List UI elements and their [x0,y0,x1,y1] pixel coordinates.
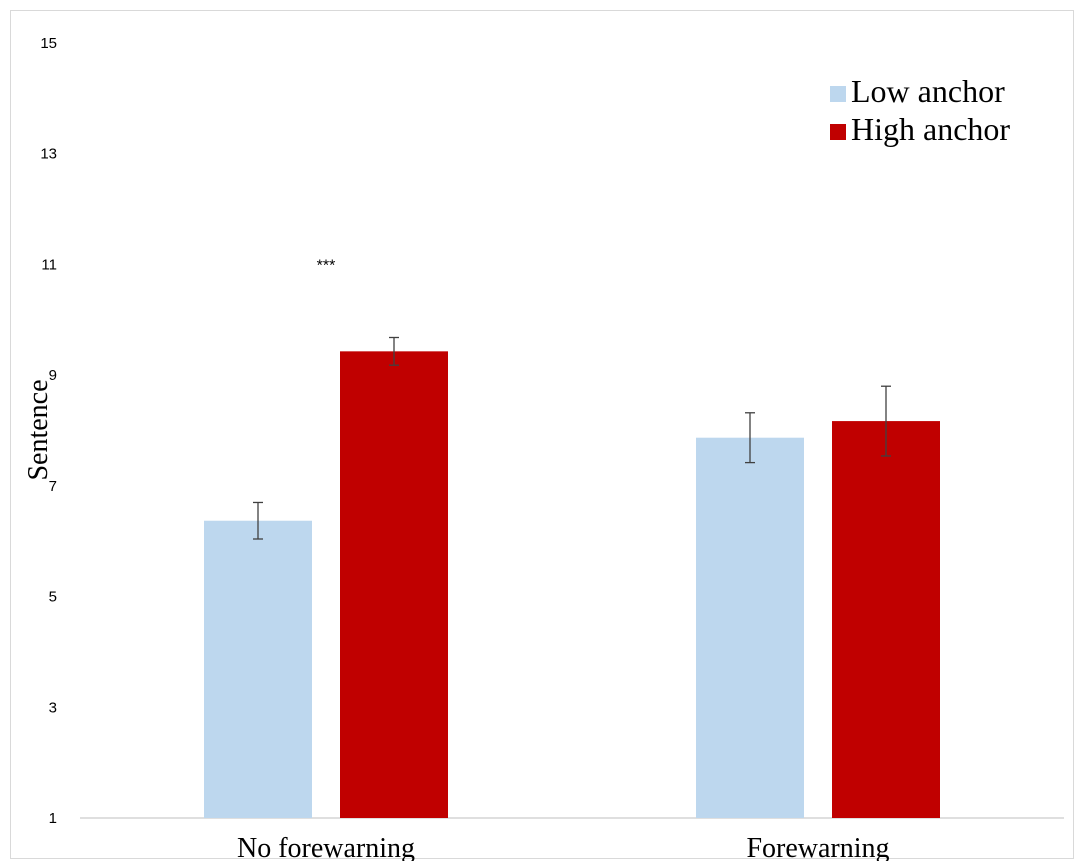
significance-annotation: *** [317,257,336,274]
y-tick-label: 9 [49,367,57,384]
y-tick-label: 15 [40,35,57,52]
y-tick-label: 3 [49,699,57,716]
y-tick-label: 13 [40,146,57,163]
legend-label: Low anchor [851,73,1005,109]
bar-high-anchor [340,351,448,818]
bars [204,351,940,818]
x-category-label: No forewarning [237,833,415,861]
x-category-label: Forewarning [746,833,889,861]
y-axis-title: Sentence [23,379,54,480]
y-tick-label: 1 [49,810,57,827]
y-tick-label: 11 [41,256,57,273]
y-tick-label: 7 [49,478,57,495]
legend-swatch-high-anchor [830,124,846,140]
legend-swatch-low-anchor [830,86,846,102]
x-axis-categories: No forewarning Forewarning [237,833,890,861]
error-bars [253,336,891,540]
bar-low-anchor [204,520,312,818]
legend-label: High anchor [851,111,1010,147]
bar-high-anchor [832,421,940,818]
bar-low-anchor [696,437,804,818]
y-tick-label: 5 [49,589,57,606]
annotations: *** [317,257,336,274]
